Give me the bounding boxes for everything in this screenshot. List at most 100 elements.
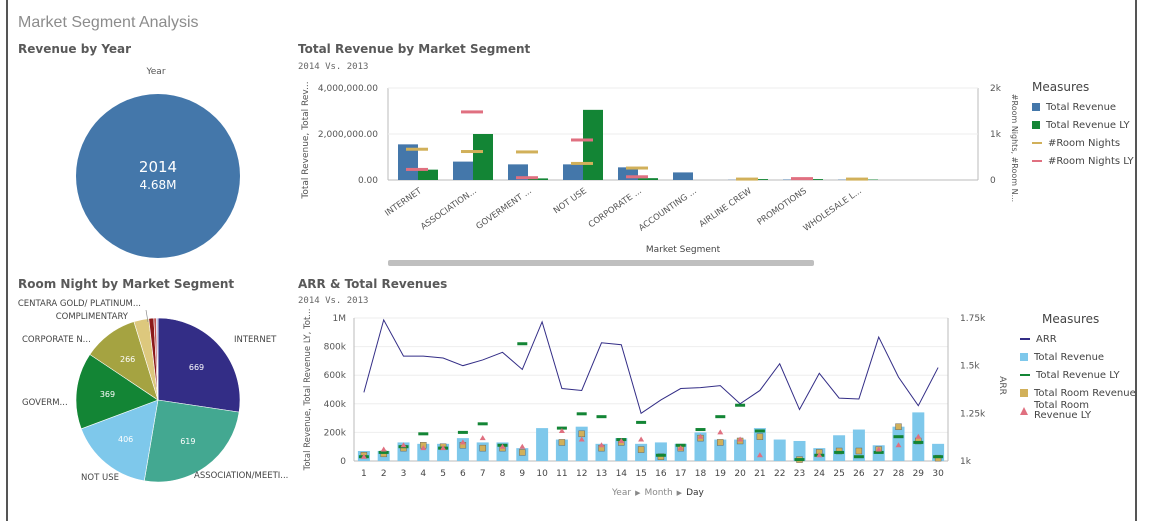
pie-slice: [75, 354, 159, 430]
marker-room-revenue: [895, 423, 902, 430]
pie-slice-2014: [76, 94, 240, 258]
marker-room-revenue-ly: [618, 437, 625, 443]
legend-label: Total Revenue: [1046, 101, 1117, 113]
room-panel-title: Room Night by Market Segment: [18, 277, 235, 291]
legend-item[interactable]: Total Room Revenue: [1020, 384, 1136, 402]
top-strip: [0, 0, 1156, 6]
legend-label: Total Room Revenue LY: [1034, 400, 1092, 421]
y2-axis-title: #Room Nights, #Room N...: [1010, 94, 1019, 202]
x-tick-label: 24: [814, 469, 826, 479]
legend-item[interactable]: Total Room Revenue LY: [1020, 400, 1136, 421]
x-tick-label: 8: [500, 469, 506, 479]
legend-item[interactable]: #Room Nights LY: [1032, 152, 1134, 170]
pie-value-label: 619: [180, 437, 195, 446]
x-tick-label: 12: [576, 469, 587, 479]
x-tick-label: 27: [873, 469, 884, 479]
pie-category-label: NOT USE: [81, 473, 119, 483]
pie-category-label: INTERNET: [234, 335, 277, 345]
legend-label: Total Room Revenue: [1034, 387, 1136, 399]
marker-room-nights: [736, 177, 758, 181]
x-tick-label: NOT USE: [552, 186, 589, 216]
marker-room-revenue-ly: [717, 429, 724, 435]
arr-revenue-chart[interactable]: 0 200k 400k 600k 800k 1M 1k 1.25k 1.5k 1.75k Total…: [298, 308, 1023, 486]
marker-room-revenue-ly: [519, 443, 526, 449]
marker-total-revenue-ly: [933, 455, 944, 459]
bar-total-revenue: [773, 439, 786, 461]
marker-total-revenue-ly: [715, 415, 726, 419]
pie-value-label: 406: [118, 435, 133, 444]
marker-room-revenue-ly: [677, 445, 684, 451]
x-tick-label: 26: [853, 469, 865, 479]
drill-year[interactable]: Year: [612, 488, 632, 498]
frame-right-border: [1135, 0, 1137, 521]
legend-label: Total Revenue LY: [1046, 119, 1130, 131]
marker-room-revenue-ly: [875, 446, 882, 452]
marker-total-revenue-ly: [834, 450, 845, 454]
marker-room-revenue-ly: [479, 435, 486, 441]
x-tick-label: WHOLESALE L...: [802, 186, 864, 234]
drill-breadcrumb[interactable]: Year ▶ Month ▶ Day: [612, 488, 704, 498]
bar-total-revenue: [508, 164, 528, 180]
x-tick-label: 9: [519, 469, 525, 479]
x-tick-label: 16: [655, 469, 667, 479]
y2-tick-label: 1k: [990, 130, 1002, 140]
legend-item[interactable]: Total Revenue: [1020, 348, 1136, 366]
x-tick-label: 13: [596, 469, 607, 479]
marker-room-revenue-ly: [499, 443, 506, 449]
x-tick-label: INTERNET: [383, 186, 424, 219]
marker-room-revenue: [637, 446, 645, 453]
x-tick-label: 14: [616, 469, 628, 479]
pie-category-label: GOVERM...: [22, 398, 68, 408]
legend-item[interactable]: Total Revenue LY: [1032, 116, 1134, 134]
year-panel-title: Revenue by Year: [18, 42, 132, 56]
y-axis-title: Total Revenue, Total Revenue LY, Tot...: [303, 309, 313, 472]
legend-item[interactable]: Total Revenue: [1032, 98, 1134, 116]
marker-room-nights: [406, 147, 428, 151]
x-tick-label: 6: [460, 469, 466, 479]
marker-total-revenue-ly: [794, 458, 805, 462]
drill-separator: ▶: [635, 489, 641, 497]
x-tick-label: 30: [932, 469, 944, 479]
x-tick-label: 1: [361, 469, 367, 479]
marker-room-revenue: [855, 447, 863, 455]
legend-item[interactable]: Total Revenue LY: [1020, 366, 1136, 384]
x-tick-label: 2: [381, 469, 387, 479]
drill-day[interactable]: Day: [686, 488, 704, 498]
marker-room-revenue: [717, 439, 724, 446]
drill-month[interactable]: Month: [644, 488, 673, 498]
marker-room-revenue: [578, 430, 585, 438]
legend-swatch: [1020, 407, 1028, 415]
marker-room-nights: [571, 161, 593, 165]
pie-category-label: CORPORATE N...: [22, 335, 91, 345]
room-night-chart[interactable]: 669 INTERNET 619 ASSOCIATION/MEETI... 406 NOT…: [18, 292, 293, 487]
legend-label: ARR: [1036, 333, 1057, 345]
marker-room-nights: [516, 150, 538, 154]
legend-swatch: [1020, 353, 1028, 361]
x-tick-label: 3: [401, 469, 407, 479]
y-tick-label: 1M: [333, 314, 347, 324]
x-tick-label: GOVERMENT ...: [474, 186, 533, 232]
marker-room-revenue-ly: [915, 433, 922, 439]
y2-tick-label: 1.75k: [960, 314, 986, 324]
segment-revenue-chart[interactable]: 0.00 2,000,000.00 4,000,000.00 0 1k 2k Total R…: [298, 74, 1038, 260]
segment-chart-scrollbar[interactable]: [388, 260, 814, 266]
revenue-by-year-chart[interactable]: Year 2014 4.68M: [18, 60, 278, 270]
marker-room-revenue-ly: [380, 446, 387, 452]
pie-category-label: COMPLIMENTARY: [56, 312, 129, 322]
marker-room-nights: [461, 150, 483, 154]
x-tick-label: PROMOTIONS: [756, 186, 809, 227]
legend-item[interactable]: #Room Nights: [1032, 134, 1134, 152]
bar-total-revenue-ly: [583, 109, 603, 180]
legend-label: Total Revenue: [1034, 351, 1105, 363]
segment-legend-title: Measures: [1032, 80, 1090, 94]
marker-room-revenue-ly: [697, 433, 704, 439]
y2-axis-title: ARR: [997, 376, 1007, 395]
marker-total-revenue-ly: [655, 453, 666, 457]
marker-room-revenue-ly: [737, 436, 744, 442]
marker-room-nights: [626, 166, 648, 170]
bar-total-revenue: [536, 428, 549, 461]
legend-item[interactable]: ARR: [1020, 330, 1136, 348]
x-tick-label: 25: [833, 469, 844, 479]
y2-tick-label: 1.5k: [960, 362, 980, 372]
bar-total-revenue-ly: [473, 134, 493, 180]
